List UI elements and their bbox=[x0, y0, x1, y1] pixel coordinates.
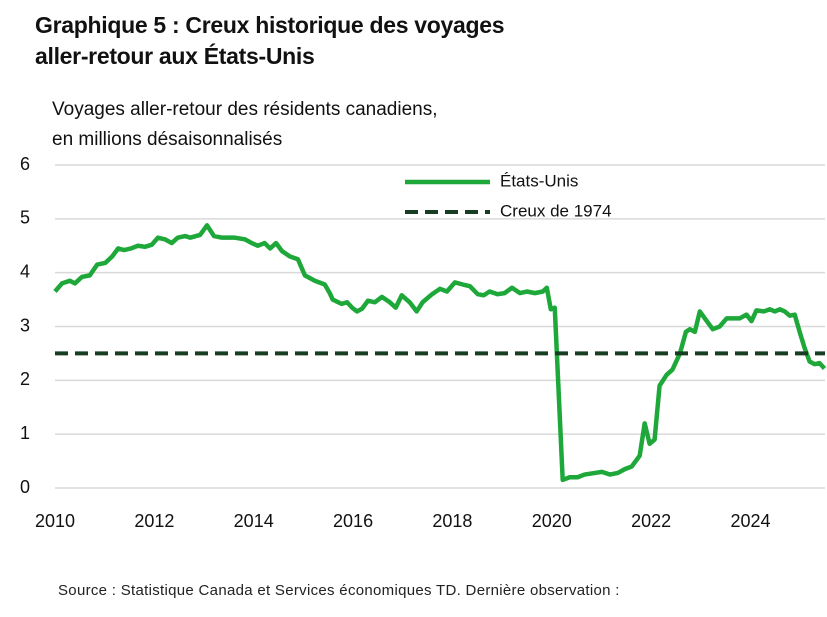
y-tick-label: 4 bbox=[20, 261, 30, 281]
y-tick-label: 6 bbox=[20, 154, 30, 174]
x-tick-label: 2020 bbox=[532, 511, 572, 531]
legend-label: États-Unis bbox=[500, 171, 578, 190]
series-line bbox=[53, 223, 827, 483]
y-tick-label: 5 bbox=[20, 208, 30, 228]
y-label-line: en millions désaisonnalisés bbox=[52, 129, 283, 150]
y-tick-label: 3 bbox=[20, 315, 30, 335]
y-tick-label: 1 bbox=[20, 423, 30, 443]
x-tick-label: 2016 bbox=[333, 511, 373, 531]
x-tick-label: 2022 bbox=[631, 511, 671, 531]
source-note: Source : Statistique Canada et Services … bbox=[58, 582, 620, 599]
y-tick-label: 2 bbox=[20, 369, 30, 389]
title-line: aller-retour aux États-Unis bbox=[35, 43, 315, 69]
y-label-line: Voyages aller-retour des résidents canad… bbox=[52, 99, 438, 120]
x-tick-label: 2010 bbox=[35, 511, 75, 531]
chart-title: Graphique 5 : Creux historique des voyag… bbox=[35, 10, 505, 72]
x-tick-label: 2018 bbox=[432, 511, 472, 531]
legend-label: Creux de 1974 bbox=[500, 201, 612, 220]
x-tick-label: 2014 bbox=[234, 511, 274, 531]
title-line: Graphique 5 : Creux historique des voyag… bbox=[35, 12, 505, 38]
x-tick-label: 2024 bbox=[730, 511, 770, 531]
y-axis-label: Voyages aller-retour des résidents canad… bbox=[52, 95, 438, 155]
x-tick-label: 2012 bbox=[134, 511, 174, 531]
y-tick-label: 0 bbox=[20, 477, 30, 497]
